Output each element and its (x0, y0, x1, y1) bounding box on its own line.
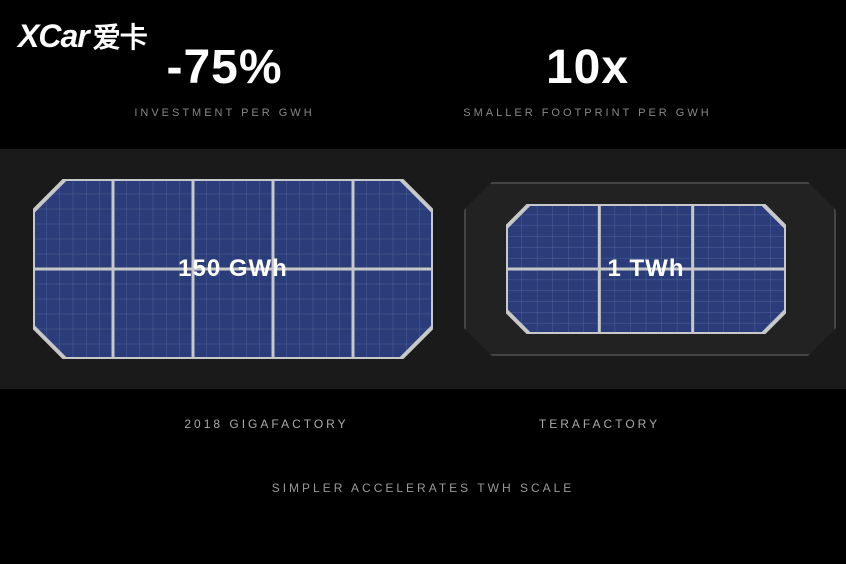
solar-panel-gigafactory: 150 GWh (33, 179, 433, 359)
stat-left: -75% INVESTMENT PER GWH (134, 40, 314, 119)
panels-band: 150 GWh 1 TWh (0, 149, 846, 389)
label-terafactory: TERAFACTORY (433, 417, 766, 431)
panel-group-left: 150 GWh (30, 179, 436, 359)
stat-right-label: SMALLER FOOTPRINT PER GWH (463, 107, 711, 119)
watermark-text: XCar (18, 18, 89, 54)
panel-group-right: 1 TWh (476, 204, 816, 334)
label-gigafactory: 2018 GIGAFACTORY (100, 417, 433, 431)
panel-right-capacity: 1 TWh (608, 255, 685, 283)
stat-left-value: -75% (134, 40, 314, 95)
watermark-cn: 爱卡 (93, 22, 147, 53)
solar-panel-terafactory: 1 TWh (506, 204, 786, 334)
footer-text: SIMPLER ACCELERATES TWH SCALE (0, 481, 846, 495)
panel-left-capacity: 150 GWh (178, 255, 288, 283)
stat-right: 10x SMALLER FOOTPRINT PER GWH (463, 40, 711, 119)
stat-right-value: 10x (463, 40, 711, 95)
labels-row: 2018 GIGAFACTORY TERAFACTORY (0, 389, 846, 431)
watermark-logo: XCar爱卡 (18, 16, 147, 56)
stat-left-label: INVESTMENT PER GWH (134, 107, 314, 119)
